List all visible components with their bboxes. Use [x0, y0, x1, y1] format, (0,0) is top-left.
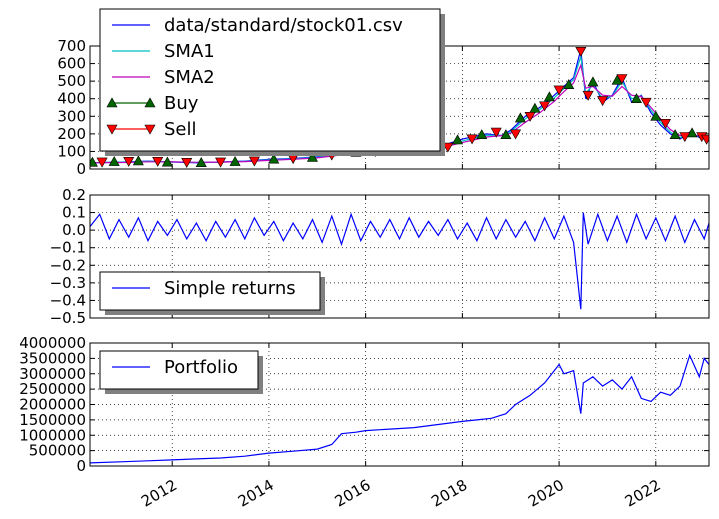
marker-sell: [659, 119, 671, 129]
xtick-label: 2012: [138, 476, 180, 511]
marker-sell: [539, 101, 551, 112]
portfolio-legend: Portfolio: [99, 350, 263, 394]
marker-sell: [553, 85, 565, 96]
portfolio-axes-frame: [89, 342, 710, 467]
portfolio-ytick-label: 2500000: [19, 380, 86, 398]
xtick-label: 2016: [332, 476, 374, 511]
marker-sell: [701, 134, 709, 145]
portfolio-ytick-label: 1000000: [19, 426, 86, 444]
legend-label-simple-returns: Simple returns: [164, 278, 296, 299]
legend-marker-buy: [144, 97, 156, 108]
marker-buy: [90, 156, 98, 167]
series-line-simple-returns: [90, 212, 709, 310]
legend-marker-sell: [106, 124, 118, 135]
marker-sell: [248, 156, 260, 167]
marker-buy: [229, 156, 241, 166]
marker-sell: [582, 90, 594, 101]
returns-ytick-label: 0.2: [62, 186, 86, 204]
marker-buy: [476, 129, 488, 140]
marker-sell: [575, 46, 587, 57]
price-ytick-label: 100: [57, 142, 86, 160]
marker-buy: [669, 129, 681, 140]
marker-buy: [268, 153, 280, 164]
marker-buy: [132, 155, 144, 166]
legend-box: [99, 8, 441, 152]
legend-box: [99, 271, 321, 311]
price-ytick-label: 300: [57, 107, 86, 125]
marker-buy: [161, 156, 173, 167]
price-ytick-label: 200: [57, 125, 86, 143]
marker-sell: [123, 156, 135, 167]
portfolio-ytick-label: 0: [76, 457, 86, 475]
marker-sell: [96, 157, 108, 168]
legend-label-sma2: SMA2: [164, 67, 215, 88]
portfolio-ytick-label: 4000000: [19, 334, 86, 352]
price-series-group: [90, 46, 709, 168]
marker-sell: [442, 142, 454, 153]
price-ytick-label: 0: [76, 160, 86, 178]
marker-buy: [543, 91, 555, 102]
xtick-label: 2022: [622, 476, 664, 511]
legend-box: [99, 350, 259, 390]
legend-marker-buy: [106, 97, 118, 108]
marker-buy: [306, 151, 318, 162]
legend-label-portfolio: Portfolio: [164, 357, 238, 378]
marker-buy: [514, 112, 526, 123]
price-ytick-label: 600: [57, 55, 86, 73]
marker-buy: [587, 76, 599, 87]
portfolio-series-group: [90, 353, 709, 464]
marker-sell: [466, 134, 478, 145]
returns-ytick-label: −0.4: [50, 291, 86, 309]
marker-buy: [195, 157, 207, 167]
price-ytick-label: 700: [57, 37, 86, 55]
marker-buy: [630, 93, 642, 104]
marker-buy: [563, 79, 575, 89]
marker-sell: [597, 96, 609, 107]
marker-buy: [500, 129, 512, 140]
marker-buy: [650, 110, 662, 121]
portfolio-ytick-label: 500000: [29, 442, 86, 460]
returns-ytick-label: 0.0: [62, 221, 86, 239]
series-line-portfolio: [90, 353, 709, 464]
marker-sell: [181, 158, 193, 168]
price-legend: data/standard/stock01.csv SMA1 SMA2 Buy Sell: [99, 8, 445, 156]
marker-buy: [452, 134, 464, 145]
marker-sell: [679, 132, 691, 143]
xtick-label: 2014: [235, 476, 277, 511]
returns-series-group: [90, 212, 709, 310]
panel-portfolio: 0500000100000015000002000000250000030000…: [19, 334, 710, 475]
price-ytick-label: 500: [57, 72, 86, 90]
xtick-label: 2020: [525, 476, 567, 511]
portfolio-ytick-label: 3500000: [19, 349, 86, 367]
legend-marker-sell: [144, 124, 156, 135]
price-ytick-label: 400: [57, 90, 86, 108]
legend-label-data-standard-stock01-csv: data/standard/stock01.csv: [164, 15, 403, 36]
marker-buy: [108, 156, 120, 166]
marker-sell: [152, 156, 164, 167]
returns-ytick-label: −0.5: [50, 309, 86, 327]
returns-ytick-label: 0.1: [62, 204, 86, 222]
portfolio-ytick-label: 3000000: [19, 365, 86, 383]
legend-label-sma1: SMA1: [164, 41, 215, 62]
returns-legend: Simple returns: [99, 271, 325, 315]
returns-ytick-label: −0.2: [50, 256, 86, 274]
marker-sell: [490, 127, 502, 138]
returns-ytick-label: −0.3: [50, 274, 86, 292]
returns-ytick-label: −0.1: [50, 239, 86, 257]
portfolio-ytick-label: 2000000: [19, 396, 86, 414]
legend-label-buy: Buy: [164, 93, 199, 114]
marker-sell: [510, 129, 522, 140]
marker-sell: [215, 157, 227, 168]
marker-sell: [524, 111, 536, 122]
xtick-label: 2018: [428, 476, 470, 511]
legend-label-sell: Sell: [164, 119, 197, 140]
marker-sell: [640, 97, 652, 108]
returns-axes-frame: [89, 194, 710, 319]
portfolio-ytick-label: 1500000: [19, 411, 86, 429]
marker-sell: [616, 74, 628, 85]
